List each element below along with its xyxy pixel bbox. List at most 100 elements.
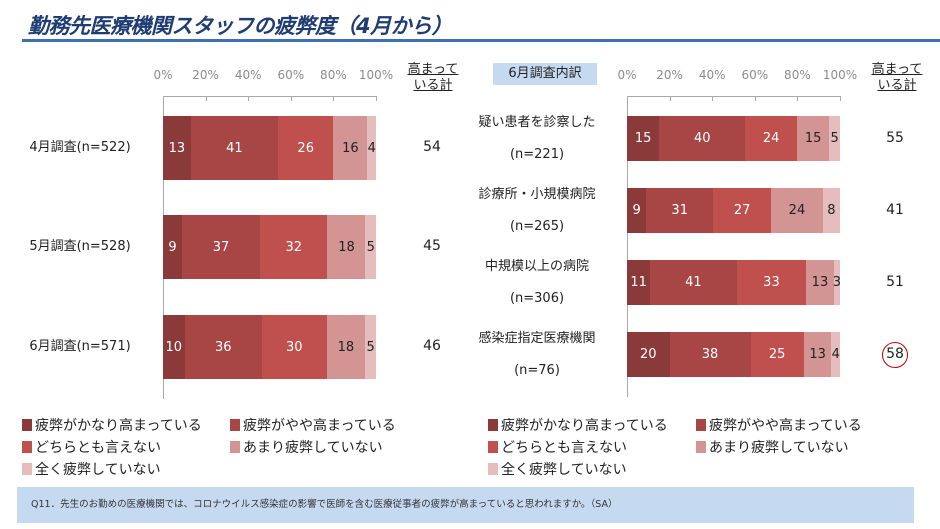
legend-label: 疲弊がかなり高まっている — [501, 418, 668, 434]
highlight-circle: 58 — [882, 341, 908, 368]
category-label: 診療所・小規模病院 (n=265) — [478, 186, 596, 234]
breakdown-badge: 6月調査内訳 — [493, 63, 597, 85]
x-tick-label: 80% — [320, 68, 347, 82]
category-label: 疑い患者を診察した (n=221) — [478, 114, 596, 162]
x-tick-mark — [248, 96, 250, 101]
total-value: 45 — [423, 238, 441, 254]
total-header: 高まって いる計 — [871, 62, 923, 93]
x-tick-label: 40% — [698, 68, 726, 82]
legend-swatch — [230, 441, 240, 453]
bar-segment: 15 — [796, 116, 830, 161]
bar-segment: 13 — [806, 260, 834, 305]
x-tick-label: 0% — [617, 68, 637, 82]
bar-segment: 4 — [831, 332, 840, 377]
bar-segment: 10 — [163, 315, 185, 379]
legend-item: どちらとも言えない — [488, 437, 627, 457]
x-tick-label: 100% — [358, 68, 394, 82]
legend-label: どちらとも言えない — [501, 440, 627, 456]
bar-segment: 8 — [822, 188, 840, 233]
x-tick-label: 60% — [277, 68, 305, 82]
bar-segment: 9 — [627, 188, 647, 233]
legend-label: 疲弊がかなり高まっている — [35, 418, 202, 434]
bar-segment: 24 — [771, 188, 823, 233]
category-label: 中規模以上の病院 (n=306) — [484, 258, 589, 306]
legend-label: 全く疲弊していない — [501, 462, 627, 478]
legend-swatch — [488, 419, 498, 431]
x-tick-mark — [754, 96, 756, 101]
x-tick-mark — [205, 96, 207, 101]
x-tick-mark — [797, 96, 799, 101]
x-tick-mark — [840, 96, 841, 101]
total-value: 41 — [886, 201, 904, 218]
category-label: 5月調査(n=528) — [29, 239, 131, 254]
bar-segment: 13 — [163, 116, 191, 180]
category-label: 感染症指定医療機関 (n=76) — [478, 330, 596, 378]
legend-label: あまり疲弊していない — [243, 440, 383, 456]
bar-segment: 41 — [650, 260, 737, 305]
y-axis — [627, 96, 628, 397]
legend-swatch — [696, 419, 706, 431]
bar-segment: 15 — [627, 116, 660, 161]
bar-segment: 5 — [365, 215, 376, 279]
legend-swatch — [488, 463, 498, 475]
bar-segment: 25 — [750, 332, 804, 377]
bar-segment: 9 — [163, 215, 182, 279]
title-rule — [22, 39, 940, 42]
bar-segment: 18 — [326, 315, 366, 379]
category-label: 4月調査(n=522) — [29, 140, 131, 155]
legend-label: 全く疲弊していない — [35, 462, 161, 478]
question-footer: Q11．先生のお勤めの医療機関では、コロナウイルス感染症の影響で医師を含む医療従… — [17, 487, 914, 523]
bar-segment: 31 — [646, 188, 714, 233]
bar-segment: 41 — [190, 116, 279, 180]
x-tick-label: 100% — [822, 68, 858, 82]
x-tick-label: 40% — [234, 68, 262, 82]
legend-item: 全く疲弊していない — [22, 459, 161, 479]
legend-item: あまり疲弊していない — [230, 437, 383, 457]
legend-item: どちらとも言えない — [22, 437, 161, 457]
legend-item: 疲弊がやや高まっている — [696, 415, 862, 435]
total-value: 46 — [423, 338, 441, 354]
bar-segment: 13 — [803, 332, 832, 377]
x-tick-label: 20% — [192, 68, 219, 82]
legend-label: あまり疲弊していない — [709, 440, 849, 456]
legend-item: 疲弊がかなり高まっている — [488, 415, 668, 435]
bar-segment: 5 — [365, 315, 376, 379]
bar-segment: 40 — [659, 116, 746, 161]
legend-item: あまり疲弊していない — [696, 437, 849, 457]
legend-label: 疲弊がやや高まっている — [243, 418, 396, 434]
bar-segment: 20 — [627, 332, 670, 377]
legend-label: どちらとも言えない — [35, 440, 161, 456]
bar-segment: 3 — [833, 260, 841, 305]
x-tick-mark — [712, 96, 714, 101]
bar-segment: 16 — [333, 116, 368, 180]
x-tick-mark — [669, 96, 671, 101]
legend-swatch — [230, 419, 240, 431]
bar-segment: 18 — [327, 215, 366, 279]
category-label: 6月調査(n=571) — [29, 339, 131, 354]
legend-swatch — [696, 441, 706, 453]
total-value: 54 — [423, 139, 441, 155]
total-value: 51 — [886, 273, 904, 290]
legend-item: 疲弊がかなり高まっている — [22, 415, 202, 435]
page-title: 勤務先医療機関スタッフの疲弊度（4月から） — [28, 14, 453, 38]
total-value: 55 — [886, 129, 904, 146]
x-tick-mark — [290, 96, 292, 101]
total-header: 高まって いる計 — [407, 62, 459, 93]
legend-item: 疲弊がやや高まっている — [230, 415, 396, 435]
x-tick-mark — [376, 96, 377, 101]
bar-segment: 30 — [261, 315, 327, 379]
bar-segment: 38 — [669, 332, 751, 377]
legend-swatch — [22, 441, 32, 453]
bar-segment: 32 — [260, 215, 328, 279]
legend-swatch — [22, 463, 32, 475]
x-tick-mark — [333, 96, 335, 101]
x-tick-label: 60% — [741, 68, 769, 82]
bar-segment: 27 — [713, 188, 772, 233]
bar-segment: 24 — [745, 116, 797, 161]
legend-item: 全く疲弊していない — [488, 459, 627, 479]
bar-segment: 26 — [278, 116, 334, 180]
x-tick-label: 80% — [784, 68, 811, 82]
legend-swatch — [488, 441, 498, 453]
bar-segment: 11 — [627, 260, 651, 305]
bar-segment: 33 — [736, 260, 807, 305]
